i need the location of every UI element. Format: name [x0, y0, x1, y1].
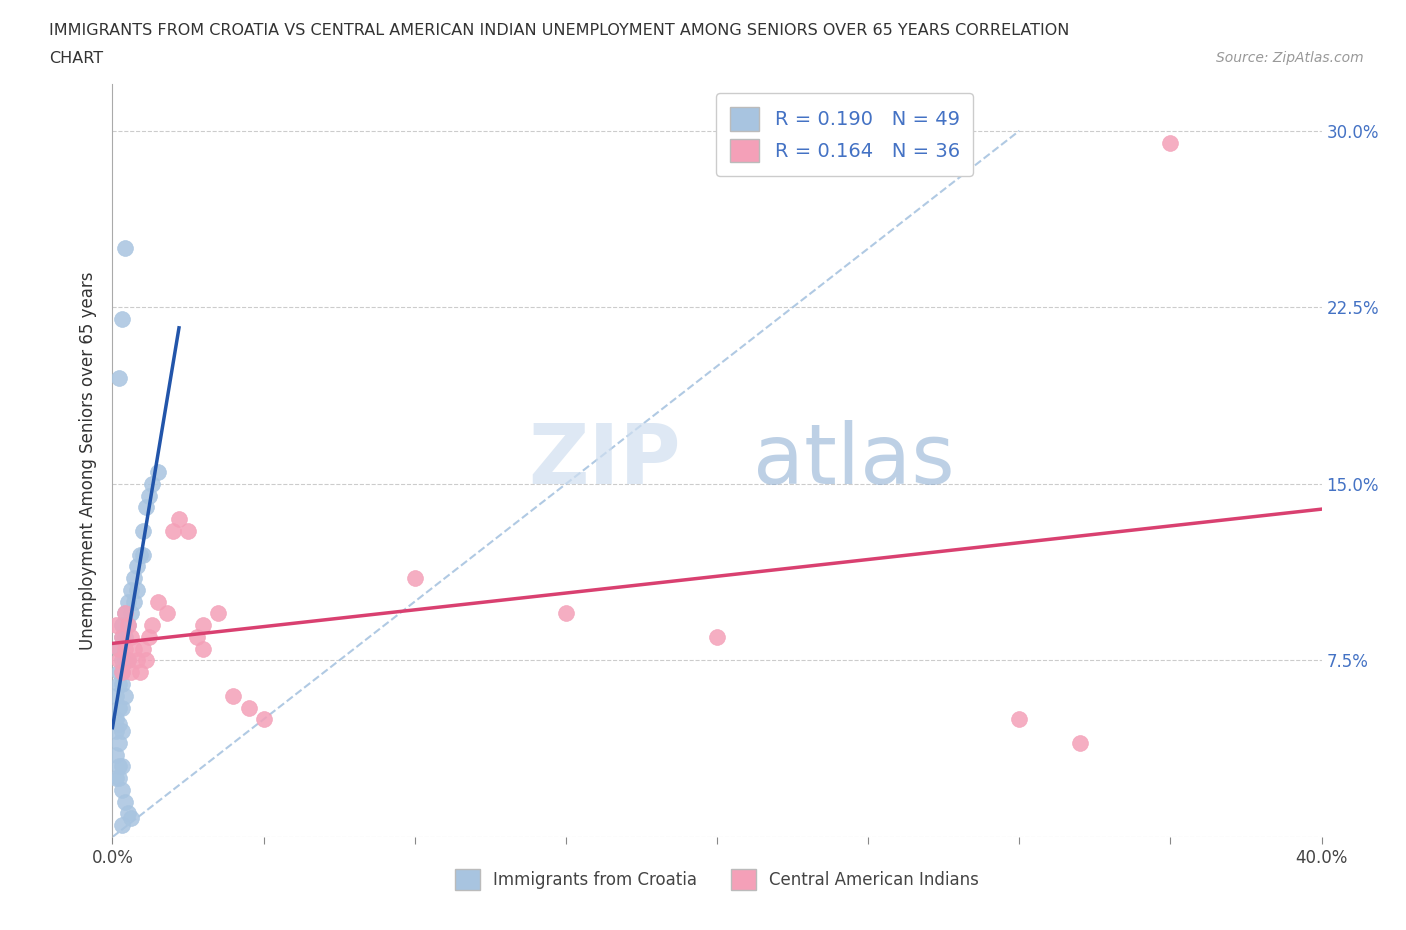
Point: [107, 736, 129, 751]
Point: [114, 653, 136, 668]
Point: [110, 312, 132, 326]
Point: [167, 512, 190, 526]
Point: [104, 771, 127, 786]
Point: [114, 688, 136, 703]
Point: [107, 700, 129, 715]
Point: [120, 811, 142, 826]
Text: atlas: atlas: [754, 419, 955, 501]
Point: [110, 759, 132, 774]
Point: [107, 759, 129, 774]
Point: [107, 370, 129, 385]
Point: [706, 630, 728, 644]
Point: [141, 476, 163, 491]
Point: [132, 547, 155, 562]
Point: [114, 241, 136, 256]
Y-axis label: Unemployment Among Seniors over 65 years: Unemployment Among Seniors over 65 years: [79, 272, 97, 649]
Point: [135, 500, 157, 515]
Point: [110, 665, 132, 680]
Point: [114, 794, 136, 809]
Point: [135, 653, 157, 668]
Point: [128, 547, 150, 562]
Point: [114, 642, 136, 657]
Point: [110, 618, 132, 632]
Point: [104, 618, 127, 632]
Point: [110, 782, 132, 797]
Point: [122, 571, 145, 586]
Point: [141, 618, 163, 632]
Point: [128, 665, 150, 680]
Point: [1159, 135, 1181, 150]
Point: [132, 642, 155, 657]
Point: [177, 524, 200, 538]
Text: IMMIGRANTS FROM CROATIA VS CENTRAL AMERICAN INDIAN UNEMPLOYMENT AMONG SENIORS OV: IMMIGRANTS FROM CROATIA VS CENTRAL AMERI…: [49, 23, 1070, 38]
Point: [238, 700, 260, 715]
Point: [114, 606, 136, 621]
Point: [110, 630, 132, 644]
Point: [110, 630, 132, 644]
Point: [117, 806, 139, 821]
Point: [404, 571, 426, 586]
Point: [125, 559, 148, 574]
Point: [117, 618, 139, 632]
Point: [117, 653, 139, 668]
Point: [107, 642, 129, 657]
Text: Source: ZipAtlas.com: Source: ZipAtlas.com: [1216, 51, 1364, 65]
Text: ZIP: ZIP: [529, 419, 681, 501]
Point: [191, 618, 214, 632]
Point: [104, 711, 127, 726]
Point: [110, 676, 132, 691]
Point: [207, 606, 229, 621]
Point: [107, 771, 129, 786]
Point: [110, 665, 132, 680]
Point: [104, 747, 127, 762]
Point: [104, 724, 127, 738]
Point: [146, 465, 169, 480]
Point: [120, 606, 142, 621]
Point: [132, 524, 155, 538]
Point: [107, 717, 129, 732]
Point: [114, 630, 136, 644]
Point: [138, 488, 160, 503]
Point: [120, 665, 142, 680]
Text: CHART: CHART: [49, 51, 103, 66]
Point: [554, 606, 576, 621]
Point: [186, 630, 208, 644]
Point: [125, 653, 148, 668]
Point: [120, 582, 142, 597]
Point: [162, 524, 184, 538]
Point: [122, 642, 145, 657]
Point: [114, 606, 136, 621]
Point: [1008, 711, 1031, 726]
Point: [110, 817, 132, 832]
Point: [110, 724, 132, 738]
Point: [110, 700, 132, 715]
Point: [156, 606, 179, 621]
Point: [104, 688, 127, 703]
Point: [117, 618, 139, 632]
Point: [125, 582, 148, 597]
Point: [107, 676, 129, 691]
Point: [253, 711, 276, 726]
Point: [117, 653, 139, 668]
Point: [107, 642, 129, 657]
Point: [120, 630, 142, 644]
Point: [122, 594, 145, 609]
Point: [107, 665, 129, 680]
Point: [1069, 736, 1091, 751]
Legend: Immigrants from Croatia, Central American Indians: Immigrants from Croatia, Central America…: [449, 863, 986, 897]
Point: [191, 642, 214, 657]
Point: [222, 688, 245, 703]
Point: [117, 594, 139, 609]
Point: [146, 594, 169, 609]
Point: [107, 653, 129, 668]
Point: [110, 653, 132, 668]
Point: [138, 630, 160, 644]
